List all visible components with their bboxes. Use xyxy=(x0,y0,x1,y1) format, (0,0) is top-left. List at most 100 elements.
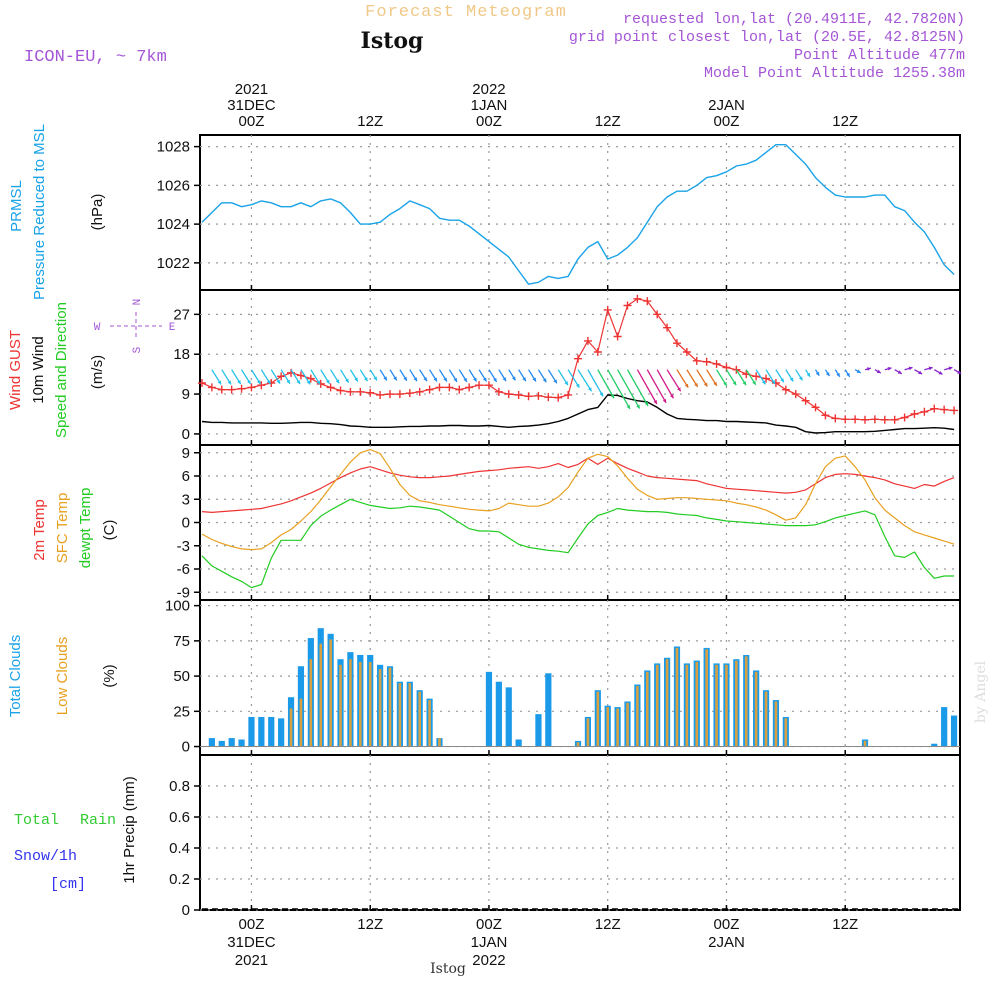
compass-south: S xyxy=(132,346,144,353)
wind-arrow-head xyxy=(393,376,397,381)
wind-arrow-head xyxy=(542,378,547,383)
bar-total-clouds xyxy=(258,716,265,747)
y-tick-label: -3 xyxy=(177,538,190,555)
gust-marker xyxy=(227,385,236,394)
bottom-time-label: 12Z xyxy=(595,916,621,933)
bar-low-clouds xyxy=(359,662,362,747)
bottom-time-label: 2021 xyxy=(235,952,268,969)
bar-low-clouds xyxy=(378,669,382,747)
top-time-label: 2JAN xyxy=(708,97,745,114)
wind-arrow-head xyxy=(575,383,580,388)
panels: 1022 1024 1026 1028 0 9 18 27 -9 -6 -3 0 3 6 9 0 25 50 75 1… xyxy=(7,124,962,919)
gust-marker xyxy=(851,415,860,424)
point-altitude: Point Altitude 477m xyxy=(794,47,965,64)
gust-marker xyxy=(831,414,840,423)
top-time-label: 12Z xyxy=(595,113,621,130)
compass-north: N xyxy=(132,299,144,306)
wind-arrow-head xyxy=(363,377,368,382)
bottom-time-label: 00Z xyxy=(714,916,740,933)
y-tick-label: 27 xyxy=(173,306,190,323)
wind-arrow-head xyxy=(742,381,747,386)
wind-arrow-head xyxy=(918,370,923,375)
bar-low-clouds xyxy=(309,659,313,747)
wind-arrow-head xyxy=(237,380,241,385)
requested-coords: requested lon,lat (20.4911E, 42.7820N) xyxy=(623,11,965,28)
wind-arrow-head xyxy=(306,380,311,385)
gust-marker xyxy=(712,359,721,368)
wind-arrow xyxy=(597,369,615,399)
wind-arrow-head xyxy=(684,383,689,388)
pressure-unit: (hPa) xyxy=(89,194,106,231)
y-tick-label: 100 xyxy=(165,598,190,615)
precip-unit: 1hr Precip (mm) xyxy=(121,776,138,884)
wind-arrow-head xyxy=(511,376,516,381)
y-tick-label: 25 xyxy=(173,703,190,720)
wind-arrow-head xyxy=(473,377,477,382)
gust-marker xyxy=(920,407,929,416)
wind-arrow-head xyxy=(564,381,568,386)
y-tick-label: 3 xyxy=(182,491,190,508)
bar-low-clouds xyxy=(329,639,332,747)
bottom-time-label: 12Z xyxy=(832,916,858,933)
bar-low-clouds xyxy=(606,707,610,747)
gust-marker xyxy=(366,388,375,397)
bar-total-clouds xyxy=(485,671,493,747)
y-tick-label: 0.6 xyxy=(169,809,190,826)
bottom-time-label: 2022 xyxy=(472,952,505,969)
top-time-label: 00Z xyxy=(476,113,502,130)
series-2m-temp xyxy=(201,457,955,514)
bar-low-clouds xyxy=(725,664,728,747)
wind-arrow-head xyxy=(957,370,962,374)
watermark: by Angel xyxy=(973,660,989,723)
wind-arrow xyxy=(676,369,689,389)
gust-marker xyxy=(672,339,681,348)
wind-arrow-head xyxy=(276,379,281,384)
panel-precip: 0 0.2 0.4 0.6 0.8 xyxy=(169,754,961,919)
wind-arrow xyxy=(666,369,682,392)
wind-arrow-head xyxy=(532,377,536,382)
wind-arrow-head xyxy=(636,404,640,409)
wind-arrow xyxy=(607,369,631,410)
model-altitude: Model Point Altitude 1255.38m xyxy=(704,65,965,82)
wind-arrow-head xyxy=(345,378,349,383)
wind-arrow-head xyxy=(876,369,881,374)
gust-marker xyxy=(415,387,424,396)
gust-marker xyxy=(781,385,790,394)
top-time-label: 00Z xyxy=(714,113,740,130)
gust-marker xyxy=(484,381,493,390)
y-tick-label: 0 xyxy=(182,902,190,919)
wind-arrow-head xyxy=(599,392,604,397)
gust-marker xyxy=(207,383,216,392)
bottom-time-label: 1JAN xyxy=(471,934,508,951)
gust-marker xyxy=(296,371,305,380)
bottom-time-label: 00Z xyxy=(239,916,265,933)
wind-label-gust: Wind GUST xyxy=(7,330,24,410)
clouds-label-total: Total Clouds xyxy=(7,635,24,718)
wind-arrow xyxy=(636,369,658,405)
gust-marker xyxy=(445,383,454,392)
bar-low-clouds xyxy=(438,738,441,747)
temp-label-2m: 2m Temp xyxy=(31,499,48,560)
bar-total-clouds xyxy=(950,715,958,747)
y-tick-label: 0 xyxy=(182,515,190,532)
bar-low-clouds xyxy=(418,691,421,747)
panel-frame xyxy=(199,134,961,291)
wind-arrow-head xyxy=(326,379,330,384)
gust-marker xyxy=(811,403,820,412)
wind-arrow-head xyxy=(286,379,290,384)
series-dewpt-temp xyxy=(201,498,955,589)
bar-total-clouds xyxy=(218,740,225,747)
wind-arrow-head xyxy=(403,376,407,381)
gust-marker xyxy=(336,386,345,395)
bar-low-clouds xyxy=(764,691,768,747)
y-tick-label: 6 xyxy=(182,468,190,485)
gust-marker xyxy=(663,323,672,332)
gust-marker xyxy=(603,305,612,314)
wind-arrow-head xyxy=(825,372,830,377)
bar-total-clouds xyxy=(545,673,552,747)
wind-arrow xyxy=(587,369,604,397)
wind-arrow-head xyxy=(677,387,681,392)
location-title: Istog xyxy=(361,28,424,54)
